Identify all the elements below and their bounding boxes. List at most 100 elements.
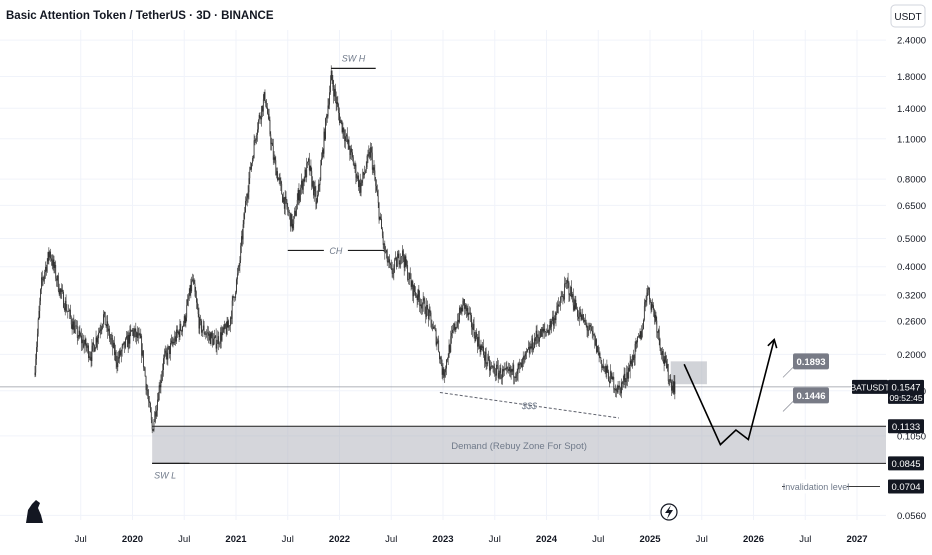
candle-body xyxy=(485,351,487,364)
candle-body xyxy=(649,298,651,302)
candle-body xyxy=(417,289,419,301)
candle-body xyxy=(54,264,56,268)
candle-body xyxy=(47,252,49,262)
candle-body xyxy=(353,165,355,167)
candle-body xyxy=(321,150,323,159)
candle-body xyxy=(84,338,86,345)
candle-body xyxy=(109,338,111,339)
candle-body xyxy=(107,321,109,332)
candle-body xyxy=(176,329,178,333)
candle-body xyxy=(398,253,400,265)
candle-body xyxy=(297,189,299,201)
candle-body xyxy=(475,332,477,342)
candle-body xyxy=(124,341,126,348)
candle-body xyxy=(471,315,472,328)
candle-body xyxy=(37,319,39,334)
candle-body xyxy=(283,197,285,209)
candle-body xyxy=(465,304,466,309)
y-tick-label: 1.4000 xyxy=(897,104,926,115)
candle-body xyxy=(572,294,574,306)
candle-body xyxy=(293,216,295,224)
candle-body xyxy=(103,311,105,315)
candle-body xyxy=(257,129,258,135)
candle-body xyxy=(571,294,573,298)
candle-body xyxy=(473,324,475,336)
y-tick-label: 0.5000 xyxy=(897,234,926,245)
candle-body xyxy=(334,88,336,97)
candle-body xyxy=(650,301,652,310)
candle-body xyxy=(266,106,268,108)
candle-body xyxy=(208,333,210,336)
candle-body xyxy=(262,106,263,112)
candle-body xyxy=(373,167,375,171)
candle-body xyxy=(651,304,653,310)
candle-body xyxy=(612,377,614,380)
candle-body xyxy=(381,229,383,236)
y-tick-label: 2.4000 xyxy=(897,36,926,47)
candle-body xyxy=(349,149,351,155)
x-tick-label: 2021 xyxy=(225,534,247,545)
currency-button[interactable]: USDT xyxy=(890,4,926,28)
candle-body xyxy=(241,236,242,246)
candle-body xyxy=(140,335,142,338)
candle-body xyxy=(434,327,436,331)
candle-body xyxy=(431,319,433,329)
candle-body xyxy=(427,309,429,319)
candle-body xyxy=(75,325,76,327)
candle-body xyxy=(268,114,270,120)
candle-body xyxy=(81,335,82,344)
candle-body xyxy=(635,341,637,344)
candle-body xyxy=(486,363,488,365)
candle-body xyxy=(458,319,459,323)
candle-body xyxy=(333,86,335,97)
candle-body xyxy=(608,371,610,382)
candle-body xyxy=(631,363,633,366)
candle-body xyxy=(167,347,169,360)
candle-body xyxy=(500,367,502,379)
candle-body xyxy=(165,350,167,353)
candle-body xyxy=(489,359,490,371)
candle-body xyxy=(508,368,509,371)
candle-body xyxy=(181,330,183,332)
candle-body xyxy=(610,371,612,374)
candle-body xyxy=(488,356,490,360)
candle-body xyxy=(190,285,192,292)
candle-body xyxy=(518,363,520,366)
candle-body xyxy=(36,347,37,360)
tradingview-logo-icon xyxy=(26,500,43,523)
candle-body xyxy=(161,374,163,381)
candle-body xyxy=(264,92,266,101)
lightning-icon[interactable] xyxy=(660,503,678,521)
candle-body xyxy=(352,157,354,166)
candle-body xyxy=(455,327,457,330)
candle-body xyxy=(594,334,596,346)
candle-body xyxy=(336,102,338,104)
candle-body xyxy=(573,305,575,310)
candle-body xyxy=(289,212,291,227)
candle-body xyxy=(501,377,503,379)
candle-body xyxy=(186,305,188,318)
candle-body xyxy=(440,357,441,360)
candle-body xyxy=(553,318,555,326)
candle-body xyxy=(660,347,662,353)
candle-body xyxy=(546,332,547,333)
liquidity-label: $$$ xyxy=(521,401,538,411)
candle-body xyxy=(490,366,492,367)
candle-body xyxy=(61,289,63,292)
candle-body xyxy=(541,328,543,337)
candle-body xyxy=(163,358,164,371)
candle-body xyxy=(647,289,649,293)
candle-body xyxy=(603,367,605,369)
candle-body xyxy=(580,312,582,320)
candle-body xyxy=(176,329,177,342)
candle-body xyxy=(236,273,238,280)
candle-body xyxy=(648,287,650,299)
candle-body xyxy=(223,327,225,330)
price-label-0-1893-bg xyxy=(793,353,829,370)
candle-body xyxy=(430,312,432,320)
candle-body xyxy=(50,251,51,259)
candle-body xyxy=(284,196,286,209)
candle-body xyxy=(624,373,626,382)
candle-body xyxy=(587,330,589,331)
candle-body xyxy=(332,80,334,87)
